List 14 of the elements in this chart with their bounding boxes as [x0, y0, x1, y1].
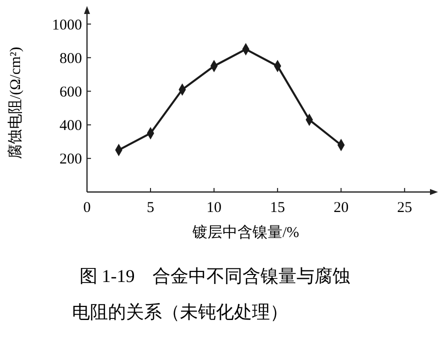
text: 图 1-19 合金中不同含镍量与腐蚀电阻的关系（未钝化处理）	[72, 266, 351, 322]
x-tick-label: 0	[83, 200, 91, 216]
x-axis-title: 镀层中含镍量/%	[191, 224, 300, 241]
x-tick-label: 10	[206, 200, 222, 216]
y-tick-label: 1000	[52, 17, 82, 34]
y-tick-label: 200	[60, 152, 82, 168]
x-tick-label: 15	[270, 200, 286, 216]
x-tick-label: 25	[397, 200, 412, 216]
y-tick-label: 400	[60, 118, 82, 134]
x-tick-label: 20	[334, 200, 349, 216]
x-tick-label: 5	[146, 200, 154, 216]
y-axis-title: 腐蚀电阻/(Ω/cm²)	[7, 46, 24, 160]
y-tick-label: 600	[60, 84, 82, 100]
y-tick-label: 800	[60, 50, 82, 67]
